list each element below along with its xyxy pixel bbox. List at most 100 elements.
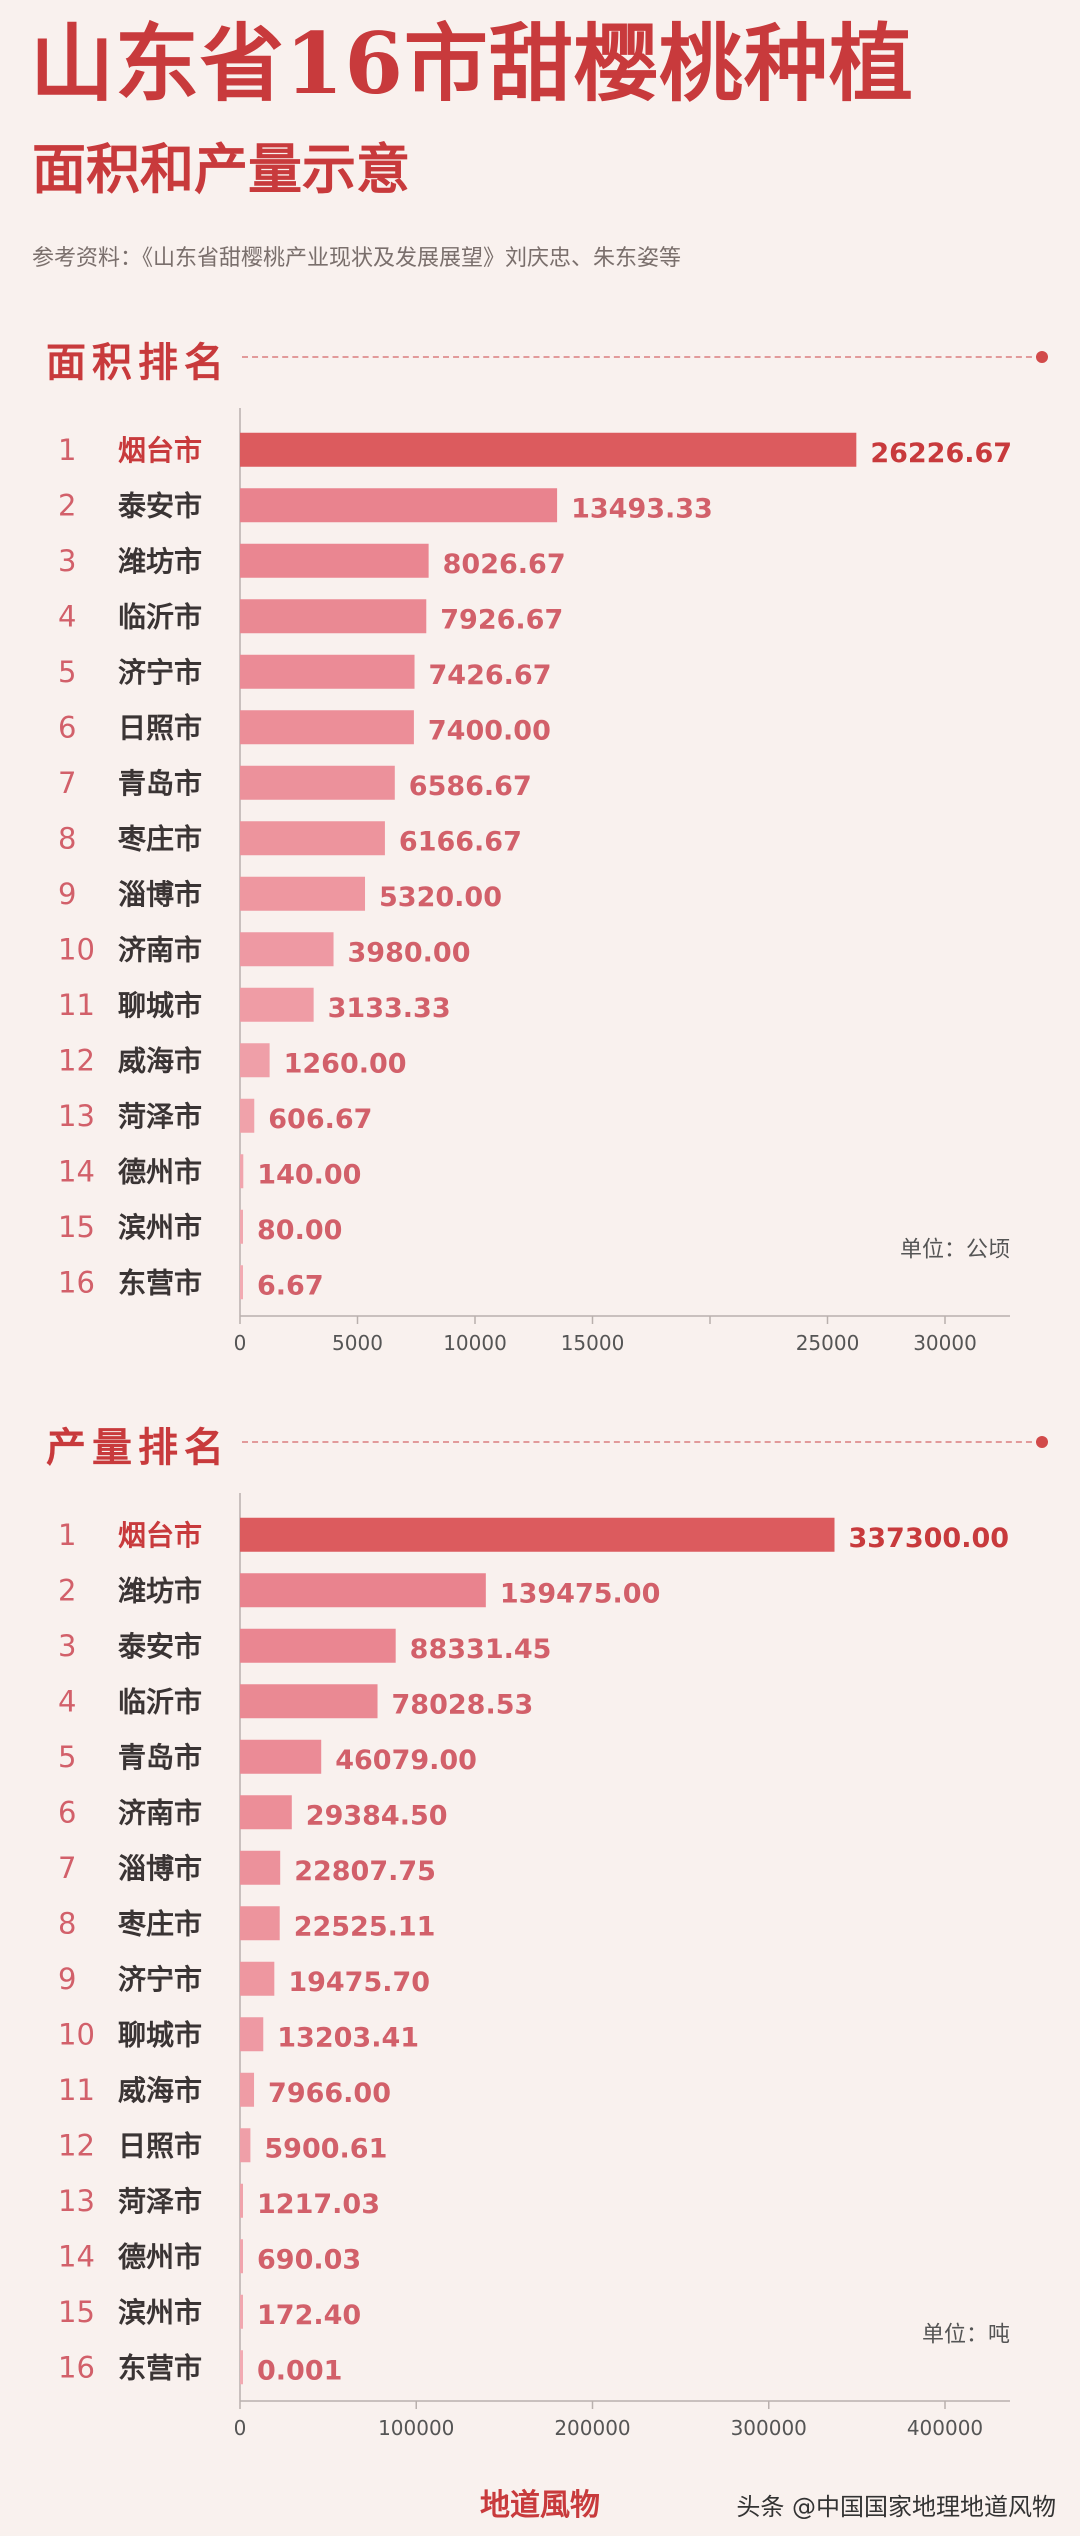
yield-value-label: 22807.75 [294, 1856, 436, 1887]
area-value-label: 1260.00 [284, 1048, 407, 1079]
yield-bar [240, 2350, 243, 2385]
area-x-tick-label: 0 [234, 1331, 247, 1355]
area-x-tick-label: 30000 [913, 1331, 977, 1355]
yield-bar [240, 1684, 378, 1719]
yield-category-label: 烟台市 [118, 1519, 202, 1552]
yield-rank: 10 [58, 2017, 95, 2051]
area-bar [240, 1265, 243, 1300]
area-category-label: 济宁市 [118, 656, 202, 689]
area-category-label: 日照市 [118, 711, 202, 744]
area-value-label: 6.67 [257, 1270, 324, 1301]
area-rank: 3 [58, 544, 76, 578]
area-bar [240, 710, 414, 745]
yield-unit-label: 单位：吨 [922, 2322, 1010, 2347]
yield-rank: 9 [58, 1962, 76, 1996]
area-category-label: 潍坊市 [118, 545, 202, 578]
yield-category-label: 青岛市 [118, 1741, 202, 1774]
yield-category-label: 德州市 [118, 2240, 202, 2273]
yield-section-dot [1036, 1436, 1048, 1448]
area-rank: 2 [58, 488, 76, 522]
area-bar [240, 932, 334, 967]
area-category-label: 德州市 [118, 1155, 202, 1188]
yield-ranking-chart: 0 100000 200000 300000 400000 1 烟台市 337300.00 2 潍… [58, 1493, 1010, 2440]
area-section-header: 面积排名 [0, 330, 1080, 390]
yield-category-label: 东营市 [118, 2351, 202, 2384]
area-value-label: 6166.67 [399, 826, 522, 857]
area-bar [240, 1043, 270, 1078]
area-rank: 9 [58, 877, 76, 911]
yield-bar [240, 1517, 835, 1552]
area-value-label: 26226.67 [870, 438, 1012, 469]
yield-x-tick-label: 0 [234, 2416, 247, 2440]
yield-rank: 11 [58, 2073, 95, 2107]
area-section-dot [1036, 351, 1048, 363]
area-category-label: 泰安市 [118, 489, 202, 522]
area-bar [240, 488, 558, 523]
yield-rank: 2 [58, 1573, 76, 1607]
area-bar [240, 876, 366, 911]
area-value-label: 606.67 [268, 1104, 372, 1135]
yield-category-label: 枣庄市 [117, 1907, 202, 1940]
yield-bar [240, 2239, 243, 2274]
area-rank: 8 [58, 821, 76, 855]
area-category-label: 烟台市 [118, 434, 202, 467]
yield-rank: 6 [58, 1795, 76, 1829]
yield-value-label: 690.03 [257, 2244, 361, 2275]
area-value-label: 3980.00 [348, 937, 471, 968]
area-rank: 16 [58, 1265, 95, 1299]
yield-value-label: 139475.00 [500, 1578, 661, 1609]
area-value-label: 7426.67 [429, 660, 552, 691]
yield-category-label: 菏泽市 [118, 2185, 202, 2218]
area-rank: 12 [58, 1043, 95, 1077]
yield-rank: 13 [58, 2184, 95, 2218]
area-rank: 6 [58, 710, 76, 744]
yield-value-label: 46079.00 [335, 1745, 477, 1776]
area-x-tick-label: 25000 [796, 1331, 860, 1355]
area-value-label: 140.00 [257, 1159, 361, 1190]
area-bar [240, 765, 395, 800]
area-value-label: 8026.67 [443, 549, 566, 580]
area-value-label: 5320.00 [379, 882, 502, 913]
yield-bar [240, 2017, 264, 2052]
yield-bar [240, 2183, 243, 2218]
area-rank: 14 [58, 1154, 95, 1188]
yield-value-label: 172.40 [257, 2300, 361, 2331]
footer-credit: 头条 @中国国家地理地道风物 [736, 2493, 1056, 2521]
yield-x-tick-label: 100000 [378, 2416, 454, 2440]
yield-bar [240, 2072, 255, 2107]
area-category-label: 济南市 [118, 933, 202, 966]
yield-value-label: 0.001 [257, 2355, 342, 2386]
yield-value-label: 29384.50 [306, 1800, 448, 1831]
yield-category-label: 滨州市 [118, 2296, 202, 2329]
yield-value-label: 22525.11 [294, 1911, 436, 1942]
area-category-label: 菏泽市 [118, 1100, 202, 1133]
area-section-divider [242, 356, 1042, 358]
yield-rank: 3 [58, 1629, 76, 1663]
yield-bar [240, 1906, 280, 1941]
area-bar [240, 987, 314, 1022]
area-value-label: 80.00 [257, 1215, 342, 1246]
yield-x-tick-label: 400000 [907, 2416, 983, 2440]
yield-value-label: 78028.53 [392, 1689, 534, 1720]
yield-bar [240, 2294, 243, 2329]
yield-rank: 14 [58, 2239, 95, 2273]
yield-category-label: 泰安市 [118, 1630, 202, 1663]
area-bar [240, 599, 427, 634]
yield-rank: 12 [58, 2128, 95, 2162]
area-value-label: 13493.33 [571, 493, 713, 524]
yield-section-title: 产量排名 [46, 1424, 230, 1471]
yield-category-label: 日照市 [118, 2129, 202, 2162]
area-value-label: 7926.67 [440, 604, 563, 635]
page-subtitle: 面积和产量示意 [32, 137, 410, 201]
area-bar [240, 1154, 244, 1189]
yield-section-divider [242, 1441, 1042, 1443]
yield-category-label: 聊城市 [118, 2018, 202, 2051]
area-bar [240, 821, 385, 856]
area-value-label: 3133.33 [328, 993, 451, 1024]
area-category-label: 青岛市 [118, 767, 202, 800]
yield-bar [240, 2128, 251, 2163]
yield-rank: 5 [58, 1740, 76, 1774]
yield-category-label: 威海市 [118, 2074, 202, 2107]
yield-rank: 16 [58, 2350, 95, 2384]
area-category-label: 淄博市 [118, 878, 202, 911]
